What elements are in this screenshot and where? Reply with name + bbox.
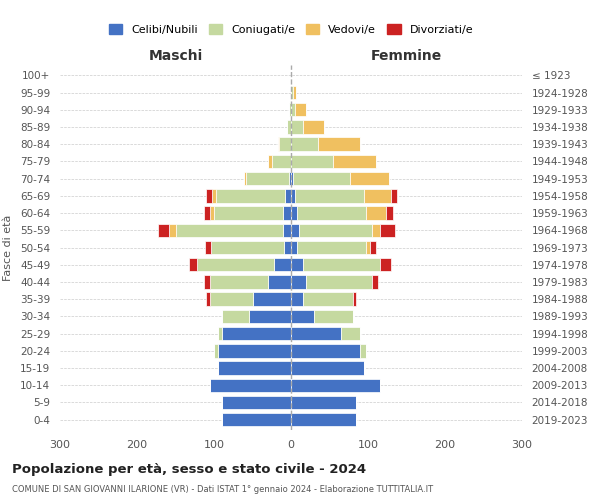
Bar	[158, 224, 169, 237]
Bar	[380, 224, 395, 237]
Bar	[367, 206, 386, 220]
Bar	[367, 241, 370, 254]
Bar	[291, 154, 334, 168]
Bar	[293, 172, 350, 186]
Bar	[210, 206, 214, 220]
Bar	[302, 292, 353, 306]
Bar	[289, 103, 291, 117]
Bar	[370, 241, 376, 254]
Bar	[222, 396, 291, 409]
Text: Femmine: Femmine	[371, 50, 442, 64]
Bar	[204, 275, 210, 288]
Bar	[302, 120, 324, 134]
Bar	[291, 224, 299, 237]
Bar	[291, 344, 360, 358]
Text: COMUNE DI SAN GIOVANNI ILARIONE (VR) - Dati ISTAT 1° gennaio 2024 - Elaborazione: COMUNE DI SAN GIOVANNI ILARIONE (VR) - D…	[12, 485, 433, 494]
Bar	[218, 362, 291, 374]
Bar	[215, 189, 285, 202]
Bar	[302, 258, 380, 272]
Bar	[210, 378, 291, 392]
Bar	[214, 344, 218, 358]
Bar	[274, 258, 291, 272]
Bar	[287, 120, 291, 134]
Bar	[291, 120, 302, 134]
Bar	[297, 241, 367, 254]
Bar	[204, 206, 210, 220]
Bar	[295, 103, 307, 117]
Bar	[291, 258, 302, 272]
Bar	[334, 154, 376, 168]
Bar	[176, 224, 283, 237]
Bar	[307, 275, 372, 288]
Bar	[253, 292, 291, 306]
Bar	[364, 189, 391, 202]
Legend: Celibi/Nubili, Coniugati/e, Vedovi/e, Divorziati/e: Celibi/Nubili, Coniugati/e, Vedovi/e, Di…	[104, 20, 478, 39]
Bar	[289, 172, 291, 186]
Bar	[283, 224, 291, 237]
Bar	[222, 327, 291, 340]
Bar	[350, 172, 389, 186]
Bar	[293, 86, 296, 100]
Bar	[247, 172, 289, 186]
Bar	[391, 189, 397, 202]
Bar	[211, 241, 284, 254]
Bar	[372, 224, 380, 237]
Y-axis label: Fasce di età: Fasce di età	[3, 214, 13, 280]
Bar	[280, 138, 291, 151]
Bar	[360, 344, 367, 358]
Bar	[372, 275, 378, 288]
Bar	[222, 310, 248, 323]
Bar	[218, 327, 222, 340]
Text: Maschi: Maschi	[148, 50, 203, 64]
Bar	[205, 241, 211, 254]
Bar	[212, 189, 215, 202]
Bar	[283, 206, 291, 220]
Bar	[297, 206, 367, 220]
Bar	[190, 258, 197, 272]
Bar	[291, 327, 341, 340]
Bar	[295, 189, 364, 202]
Bar	[210, 292, 253, 306]
Bar	[169, 224, 176, 237]
Bar	[206, 292, 210, 306]
Bar	[291, 292, 302, 306]
Bar	[291, 396, 356, 409]
Bar	[314, 310, 353, 323]
Bar	[291, 86, 293, 100]
Bar	[244, 172, 247, 186]
Bar	[278, 138, 280, 151]
Bar	[341, 327, 360, 340]
Bar	[284, 241, 291, 254]
Bar	[318, 138, 360, 151]
Bar	[291, 378, 380, 392]
Bar	[291, 189, 295, 202]
Bar	[218, 344, 291, 358]
Bar	[291, 206, 297, 220]
Bar	[272, 154, 291, 168]
Bar	[214, 206, 283, 220]
Bar	[285, 189, 291, 202]
Bar	[291, 362, 364, 374]
Bar	[380, 258, 391, 272]
Bar	[353, 292, 356, 306]
Bar	[291, 103, 295, 117]
Bar	[291, 138, 318, 151]
Bar	[248, 310, 291, 323]
Bar	[222, 413, 291, 426]
Bar	[268, 154, 272, 168]
Bar	[291, 241, 297, 254]
Bar	[268, 275, 291, 288]
Text: Popolazione per età, sesso e stato civile - 2024: Popolazione per età, sesso e stato civil…	[12, 462, 366, 475]
Bar	[291, 172, 293, 186]
Bar	[291, 413, 356, 426]
Bar	[197, 258, 274, 272]
Bar	[386, 206, 394, 220]
Bar	[299, 224, 372, 237]
Bar	[210, 275, 268, 288]
Bar	[291, 310, 314, 323]
Bar	[206, 189, 212, 202]
Bar	[291, 275, 307, 288]
